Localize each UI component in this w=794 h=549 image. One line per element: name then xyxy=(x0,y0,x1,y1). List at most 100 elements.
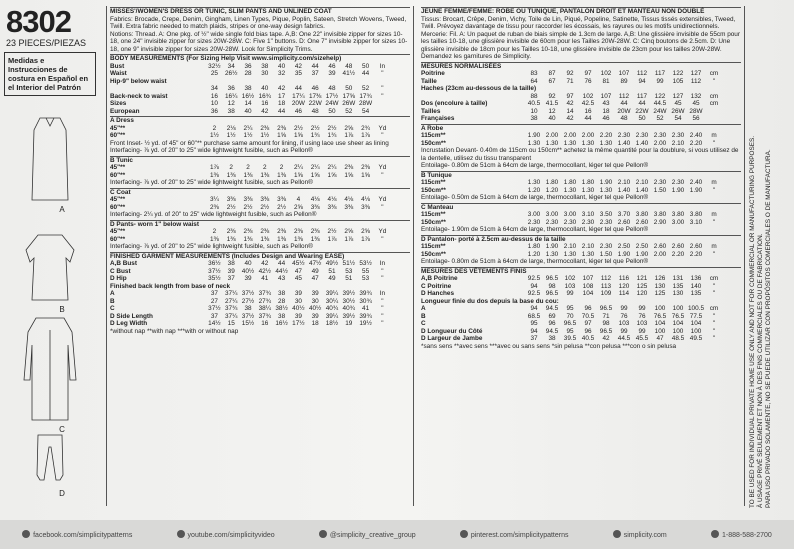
cell: 1.20 xyxy=(527,186,541,194)
text-line: Tissus: Brocart, Crêpe, Denim, Vichy, To… xyxy=(421,15,736,31)
cell: 96.5 xyxy=(599,305,613,312)
cell: 55 xyxy=(362,267,370,275)
row-label: D Longueur du Côté xyxy=(421,327,483,335)
cell: 100 xyxy=(672,305,684,312)
cell: 96 xyxy=(584,327,592,335)
cell: 2⅜ xyxy=(260,124,270,132)
cell: 1⅜ xyxy=(209,235,219,243)
cell: 125 xyxy=(636,282,648,290)
table-row: 60"** 1⅜ 1⅜ 1⅜ 1⅜ 1⅜ 1⅝ 1⅝ 1⅝ 1⅝ 1⅝ " xyxy=(110,172,410,180)
cell: 28W xyxy=(359,100,373,107)
cell: 97 xyxy=(584,70,592,77)
cell: In xyxy=(379,260,386,267)
cell: 38 xyxy=(244,305,252,312)
cell: 76.5 xyxy=(671,312,685,320)
table-row: D Largeur de Jambe 37 38 39.5 40.5 42 44.5 45.5… xyxy=(421,335,741,343)
cell: 3.00 xyxy=(671,218,685,226)
cell: 27¾ xyxy=(258,297,272,305)
cell: " xyxy=(381,267,384,275)
row-label: Taille xyxy=(421,77,437,85)
view-label: C xyxy=(59,425,65,434)
cell: 76.5 xyxy=(653,312,667,320)
cell: 2.40 xyxy=(689,179,703,186)
cell: 39¼ xyxy=(325,290,339,297)
table-row: 45"** 2 2⅛ 2¼ 2⅜ 2⅜ 2½ 2½ 2½ 2⅝ 2¾ Yd xyxy=(110,125,410,133)
table-row: 60"** 1⅜ 1⅜ 1⅜ 1⅜ 1⅜ 1⅜ 1⅜ 1⅞ 1⅞ 1⅞ " xyxy=(110,236,410,244)
cell: 42 xyxy=(566,100,574,107)
cell: 103 xyxy=(618,320,630,327)
cell: 76 xyxy=(620,312,628,320)
table-row: 45"** 1⅞ 2 2 2 2 2¼ 2¼ 2¼ 2⅜ 2⅜ Yd xyxy=(110,164,410,172)
cell: " xyxy=(712,186,716,194)
table-row: Françaises 38 40 42 44 46 48 50 52 54 56 xyxy=(421,115,741,123)
cell: 43 xyxy=(602,100,610,107)
row-label: European xyxy=(110,107,140,115)
social-link: 1-888-588-2700 xyxy=(711,530,772,539)
cell: 2.40 xyxy=(689,132,703,139)
cell: 2⅜ xyxy=(209,203,219,211)
cell: 2.60 xyxy=(635,218,649,226)
table-row: A,B Bust 36½ 38 40 42 44 45½ 47½ 49½ 51½ 53½ In xyxy=(110,260,410,268)
section-heading: D Pants- worn 1" below waist xyxy=(110,219,410,229)
cell: 122 xyxy=(654,92,666,100)
cell: 30 xyxy=(261,70,269,77)
row-label: 60"** xyxy=(110,132,126,139)
cell: " xyxy=(381,305,384,312)
cell: 1⅜ xyxy=(277,235,287,243)
row-label: 115cm** xyxy=(421,243,446,250)
cell: 4⅛ xyxy=(361,196,371,203)
cell: 17⅜ xyxy=(308,92,322,100)
cell: 1.50 xyxy=(599,250,613,258)
cell: 2¼ xyxy=(293,164,303,171)
cell: 15 xyxy=(227,320,235,327)
cell: 1½ xyxy=(260,132,270,139)
cell: 1⅝ xyxy=(344,171,354,179)
cell: 3.00 xyxy=(545,211,559,218)
cell: 40 xyxy=(261,85,269,92)
cell: 40.5 xyxy=(527,100,541,107)
cell: 16 xyxy=(584,107,592,115)
cell: 32½ xyxy=(208,62,221,70)
cell: 30½ xyxy=(342,297,355,305)
table-row: Waist 25 26½ 28 30 32 35 37 39 41½ 44 " xyxy=(110,70,410,78)
cell: 2.30 xyxy=(671,132,685,139)
cell: 22W xyxy=(308,100,322,107)
row-label: 45"** xyxy=(110,164,126,171)
cell: 127 xyxy=(690,70,702,77)
cell: 22W xyxy=(635,107,649,115)
cell: 16½ xyxy=(241,92,255,100)
cell: 40 xyxy=(548,115,556,122)
cell: 39¾ xyxy=(359,312,372,320)
footer-bar: facebook.com/simplicitypatterns youtube.c… xyxy=(0,520,794,549)
cell: 36 xyxy=(210,107,218,115)
cell: cm xyxy=(709,305,719,312)
cell: 35 xyxy=(294,70,302,77)
cell: " xyxy=(712,335,716,342)
cell: 38 xyxy=(227,107,235,115)
cell: 103 xyxy=(636,320,648,327)
cell: 42 xyxy=(261,107,269,115)
cell: 17¾ xyxy=(359,92,372,100)
cell: 96.5 xyxy=(545,275,559,282)
cell: 3⅜ xyxy=(226,196,236,203)
cell: 2 xyxy=(279,164,284,171)
cell: 1.20 xyxy=(527,250,541,258)
cell: 2½ xyxy=(243,203,253,211)
cell: 1⅞ xyxy=(327,235,337,243)
cell: " xyxy=(381,235,384,243)
cell: 2½ xyxy=(327,228,337,235)
cell: 47 xyxy=(294,267,302,275)
view-label: D xyxy=(59,489,65,498)
cell: 17⅝ xyxy=(342,92,355,100)
cell: 44 xyxy=(294,85,302,92)
cell: " xyxy=(712,312,716,320)
row-label: 150cm** xyxy=(421,250,446,258)
cell: 14½ xyxy=(208,320,221,327)
table-row: D Longueur du Côté 94 94.5 95 96 96.5 99 99 100 1… xyxy=(421,328,741,336)
row-label: A,B Bust xyxy=(110,260,137,267)
cell: 104 xyxy=(654,320,666,327)
social-link: facebook.com/simplicitypatterns xyxy=(22,530,132,539)
cell: 39 xyxy=(294,312,302,320)
cell: 38 xyxy=(278,290,286,297)
